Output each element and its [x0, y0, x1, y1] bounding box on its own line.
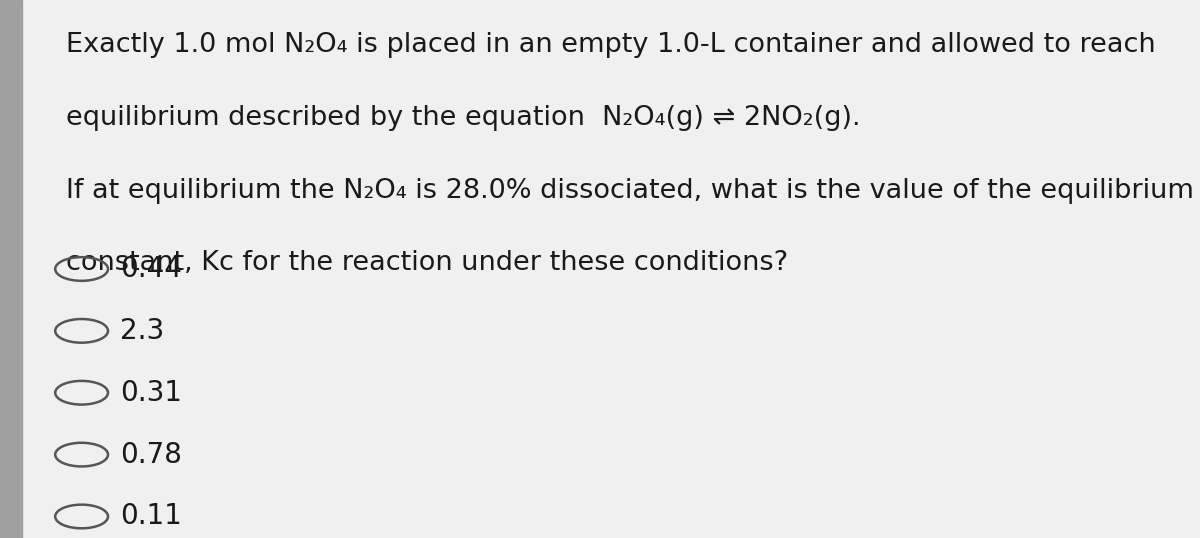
Text: 0.44: 0.44	[120, 255, 182, 283]
Text: 0.31: 0.31	[120, 379, 182, 407]
Bar	[0, 0, 22, 538]
Text: equilibrium described by the equation  N₂O₄(g) ⇌ 2NO₂(g).: equilibrium described by the equation N₂…	[66, 105, 860, 131]
Text: Exactly 1.0 mol N₂O₄ is placed in an empty 1.0-L container and allowed to reach: Exactly 1.0 mol N₂O₄ is placed in an emp…	[66, 32, 1156, 58]
Text: constant, Kᴄ for the reaction under these conditions?: constant, Kᴄ for the reaction under thes…	[66, 250, 788, 276]
Text: If at equilibrium the N₂O₄ is 28.0% dissociated, what is the value of the equili: If at equilibrium the N₂O₄ is 28.0% diss…	[66, 178, 1194, 203]
Text: 0.11: 0.11	[120, 502, 182, 530]
Text: 2.3: 2.3	[120, 317, 164, 345]
Text: 0.78: 0.78	[120, 441, 182, 469]
